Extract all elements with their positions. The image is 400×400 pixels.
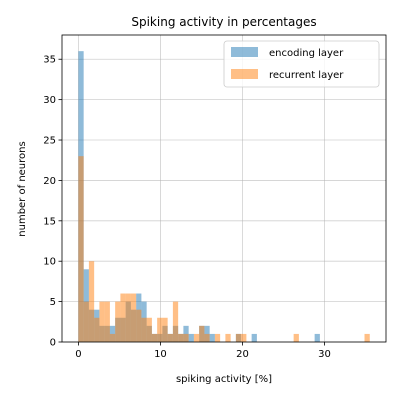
histogram-bar (183, 333, 189, 342)
histogram-bar (88, 261, 95, 342)
y-tick-label: 0 (50, 338, 56, 349)
histogram-bar (241, 333, 247, 342)
histogram-bar (157, 317, 163, 342)
legend-label-recurrent-layer: recurrent layer (269, 70, 344, 81)
histogram-bar (214, 333, 221, 342)
histogram-bar (172, 301, 179, 342)
y-tick-label: 5 (50, 297, 56, 308)
histogram-bar (151, 333, 158, 342)
series-recurrent-layer (78, 156, 370, 342)
y-axis-label: number of neurons (17, 141, 28, 236)
histogram-bar (141, 317, 147, 342)
x-tick-label: 20 (236, 349, 249, 360)
histogram-bar (364, 333, 370, 342)
y-tick-label: 15 (43, 216, 56, 227)
histogram-bar (125, 293, 131, 342)
x-tick-label: 0 (75, 349, 81, 360)
legend-frame (223, 40, 380, 88)
y-tick-label: 20 (43, 176, 56, 187)
histogram-bar (314, 333, 320, 342)
axes-frame (61, 34, 387, 343)
chart-title: Spiking activity in percentages (131, 15, 316, 29)
histogram-bar (199, 325, 205, 342)
histogram-bar (188, 333, 194, 342)
histogram-bar (94, 317, 100, 342)
legend-swatch-recurrent-layer (231, 69, 258, 79)
histogram-bar (167, 333, 173, 342)
x-axis-ticks: 0 10 20 30 (75, 342, 331, 360)
histogram-bar (99, 301, 105, 342)
histogram-bar (136, 309, 142, 342)
legend-label-encoding-layer: encoding layer (269, 48, 344, 59)
histogram-bar (235, 333, 242, 342)
histogram-bar (104, 301, 110, 342)
histogram-bar (115, 301, 121, 342)
x-axis-label: spiking activity [%] (176, 374, 272, 385)
histogram-bar (204, 333, 210, 342)
y-tick-label: 10 (43, 257, 56, 268)
histogram-bar (251, 333, 257, 342)
legend: encoding layer recurrent layer (223, 40, 380, 88)
y-axis-ticks: 0 5 10 15 20 25 30 35 (43, 55, 62, 349)
histogram-bar (120, 293, 126, 342)
bars (78, 51, 370, 342)
x-tick-label: 10 (154, 349, 167, 360)
histogram-bar (293, 333, 299, 342)
histogram-bar (193, 333, 200, 342)
histogram-bar (178, 333, 184, 342)
histogram-bar (130, 293, 137, 342)
histogram-bar (78, 156, 84, 342)
y-tick-label: 25 (43, 136, 56, 147)
histogram-bar (225, 333, 231, 342)
histogram-bar (162, 317, 168, 342)
histogram-bar (146, 317, 152, 342)
x-tick-label: 30 (318, 349, 331, 360)
legend-swatch-encoding-layer (231, 47, 258, 57)
y-tick-label: 30 (43, 95, 56, 106)
y-tick-label: 35 (43, 55, 56, 66)
histogram-bar (109, 333, 116, 342)
histogram-bar (209, 333, 215, 342)
histogram-bar (83, 301, 89, 342)
